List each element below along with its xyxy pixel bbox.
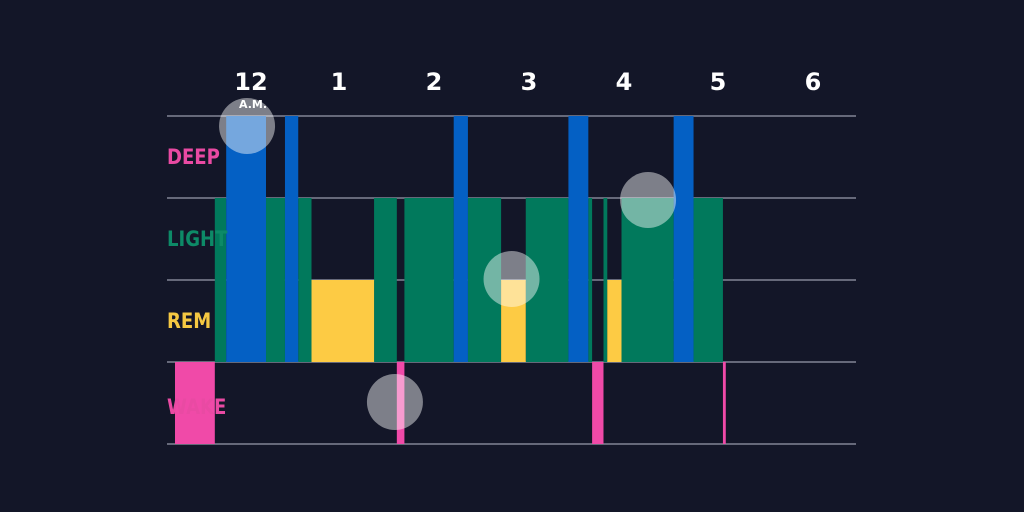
segment-light-1 — [214, 198, 227, 362]
highlight-marker-0 — [219, 98, 276, 154]
x-tick-label-5: 5 — [710, 68, 727, 96]
segment-light-21 — [693, 198, 723, 362]
segment-deep-4 — [284, 116, 299, 362]
segment-wake-16 — [592, 362, 604, 444]
stage-label-wake: WAKE — [167, 395, 226, 420]
x-tick-label-6: 6 — [805, 68, 822, 96]
stage-label-deep: DEEP — [167, 145, 220, 170]
x-tick-label-2: 2 — [426, 68, 443, 96]
segment-light-7 — [374, 198, 397, 362]
segment-light-11 — [467, 198, 502, 362]
segment-rem-6 — [311, 280, 375, 362]
segment-light-15 — [588, 198, 593, 362]
segment-deep-2 — [226, 116, 267, 362]
x-tick-label-4: 4 — [616, 68, 633, 96]
segment-wake-0 — [174, 362, 215, 444]
x-tick-label-0: 12 — [234, 68, 267, 96]
segment-deep-20 — [673, 116, 694, 362]
highlight-marker-2 — [483, 251, 540, 307]
segment-rem-18 — [607, 280, 622, 362]
segment-light-5 — [298, 198, 312, 362]
highlight-marker-3 — [620, 172, 677, 228]
highlight-marker-1 — [366, 374, 423, 430]
segment-wake-22 — [722, 362, 726, 444]
segment-light-17 — [603, 198, 608, 362]
segment-light-9 — [404, 198, 454, 362]
segment-deep-10 — [453, 116, 468, 362]
segment-wake-8 — [396, 362, 405, 444]
stage-label-rem: REM — [167, 309, 211, 334]
segment-light-19 — [621, 198, 674, 362]
segment-light-13 — [525, 198, 569, 362]
x-tick-label-1: 1 — [331, 68, 348, 96]
segment-deep-14 — [568, 116, 589, 362]
x-tick-label-3: 3 — [521, 68, 538, 96]
x-tick-sublabel-0: A.M. — [239, 98, 267, 111]
segment-light-3 — [266, 198, 285, 362]
stage-label-light: LIGHT — [167, 227, 228, 252]
segment-rem-12 — [501, 280, 526, 362]
